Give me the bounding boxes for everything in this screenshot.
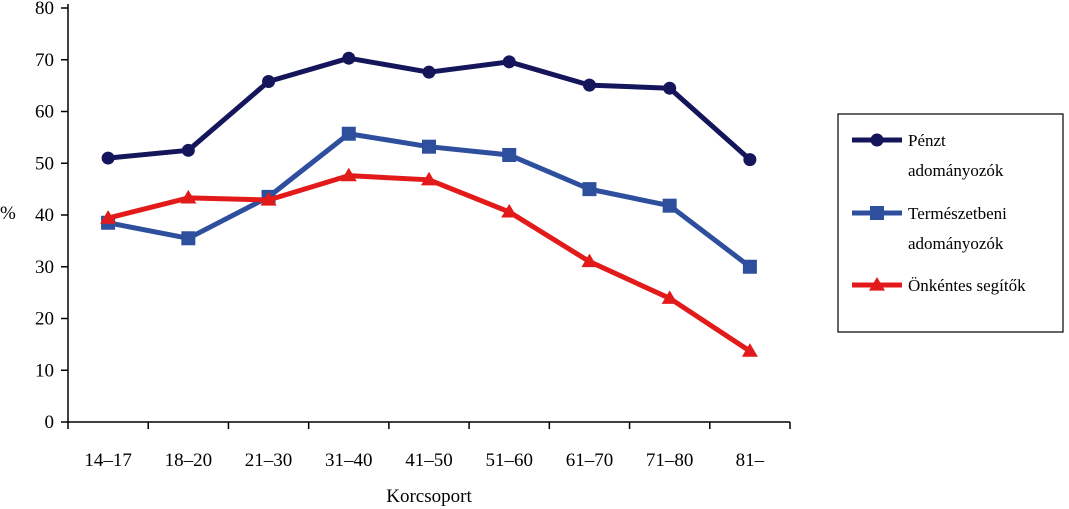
y-tick-label: 0 [45,412,55,433]
legend-label: adományozók [908,161,1004,180]
y-tick-label: 70 [35,50,54,71]
legend-swatch-marker [870,206,884,220]
y-tick-label: 50 [35,153,54,174]
data-point [422,65,436,79]
y-axis-title: % [0,203,16,224]
x-tick-label: 18–20 [165,450,213,471]
x-tick-label: 71–80 [646,450,694,471]
data-point [502,147,517,162]
legend-item-2: Természetbeni adományozók [852,204,1007,253]
data-point [101,151,115,165]
x-tick-label: 41–50 [405,450,453,471]
data-point [742,259,757,274]
y-tick-label: 60 [35,102,54,123]
data-point [661,290,678,304]
legend-item-3: Önkéntes segítők [852,276,1026,295]
data-point [100,210,117,224]
data-point [180,189,197,204]
data-point [262,74,276,88]
legend-item-1: Pénzt adományozók [852,131,1004,180]
y-tick-label: 10 [35,360,54,381]
data-point [421,171,437,186]
x-tick-label: 51–60 [485,450,533,471]
x-axis-title: Korcsoport [386,486,472,507]
legend-box [837,113,1064,333]
data-point [181,231,196,246]
y-tick-label: 30 [35,257,54,278]
data-point [181,143,195,157]
legend-label: adományozók [908,234,1004,253]
x-tick-label: 61–70 [566,450,614,471]
data-point [341,126,356,141]
x-tick-label: 31–40 [325,450,373,471]
data-point [582,78,596,92]
axes: 0 10 20 30 40 50 60 70 80 14–17 18–20 21–30 31–40 41–… [0,0,791,507]
data-point [502,55,516,69]
y-tick-label: 20 [35,309,54,330]
data-point [741,343,758,357]
data-point [582,182,597,197]
legend-label: Természetbeni [908,204,1007,223]
data-point [662,198,677,213]
series-group [100,51,758,357]
data-point [663,81,677,95]
data-point [340,167,357,182]
legend: Pénzt adományozók Természetbeni adományozók… [837,113,1064,333]
series-1 [101,51,757,167]
x-tick-label: 21–30 [245,450,293,471]
y-tick-label: 40 [35,205,54,226]
series-3 [100,167,758,357]
legend-swatch-marker [869,277,885,291]
data-point [581,253,598,268]
legend-label: Pénzt [908,131,946,150]
data-point [342,51,356,65]
data-point [422,139,436,154]
data-point [260,191,277,206]
data-point [743,153,757,167]
y-tick-label: 80 [35,0,54,19]
legend-label: Önkéntes segítők [908,276,1026,295]
legend-swatch-marker [870,133,884,147]
x-tick-label: 81– [736,450,765,471]
x-tick-label: 14–17 [84,450,132,471]
data-point [501,203,518,218]
